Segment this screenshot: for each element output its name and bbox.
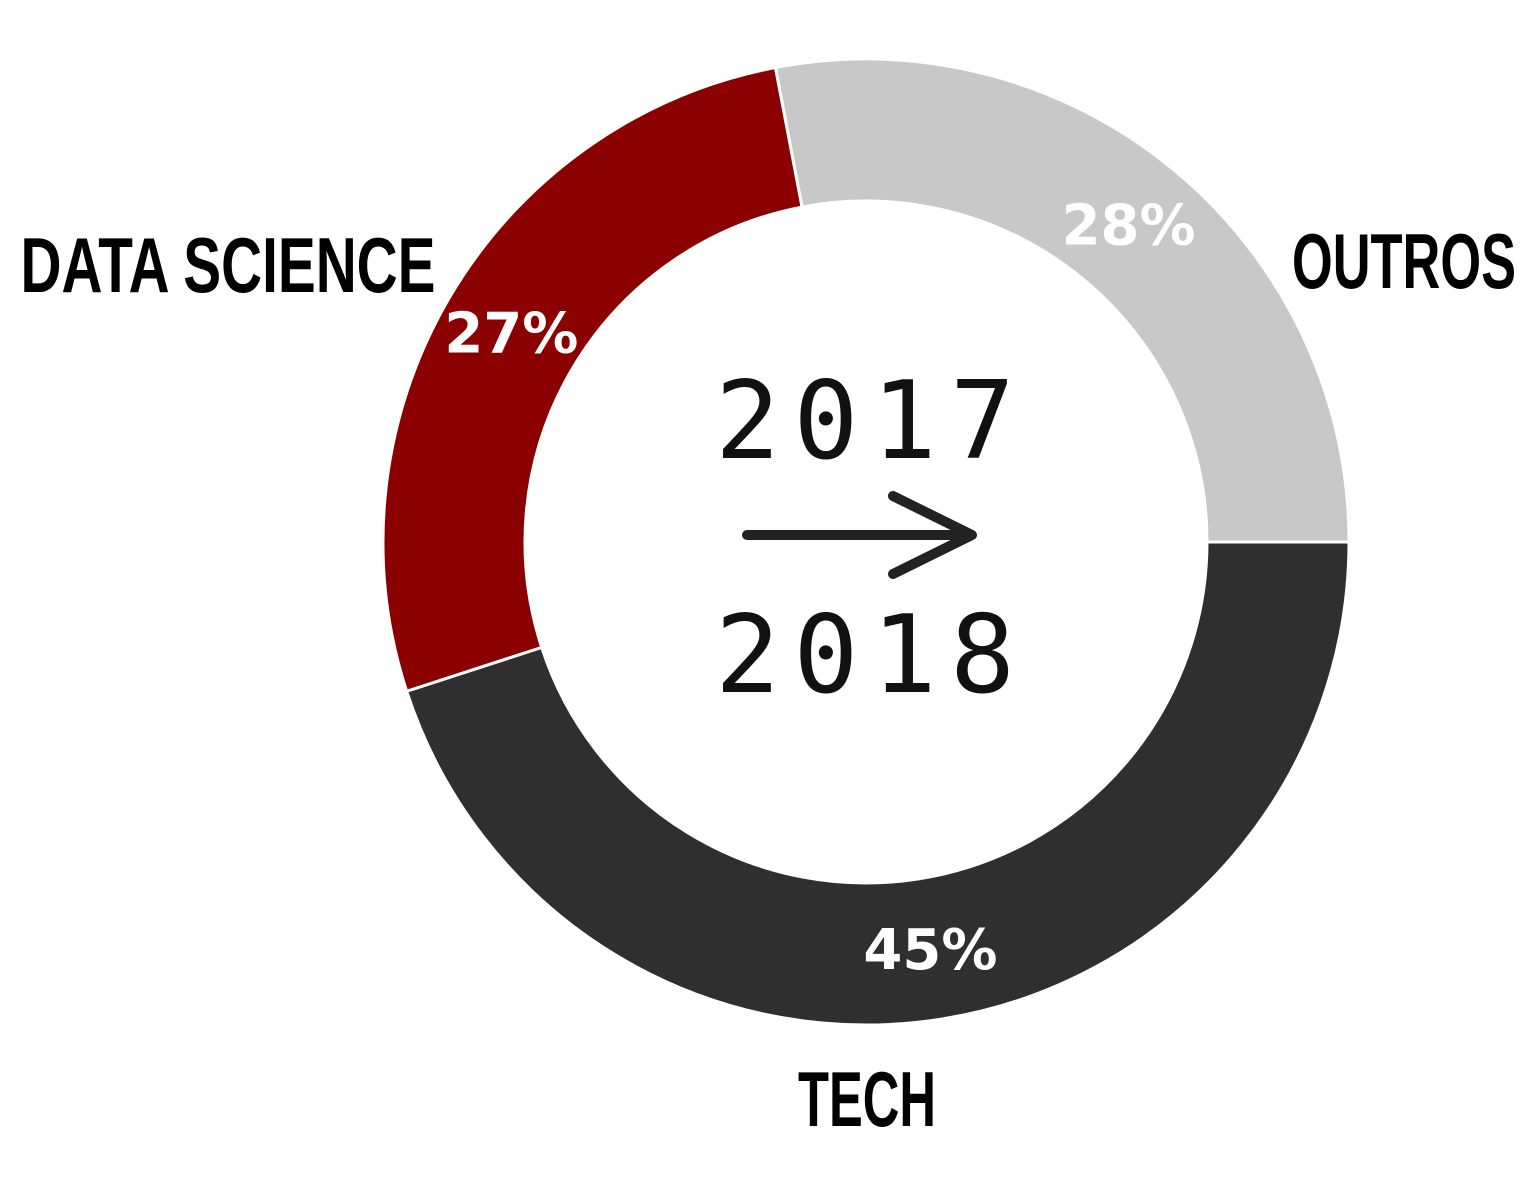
slice-tech [404, 540, 1351, 1027]
center-from-year: 2017 [715, 359, 1015, 484]
donut-slices [381, 57, 1351, 1027]
slice-data-science [381, 65, 804, 694]
value-label-data-science: 27% [444, 301, 578, 366]
slice-outros [773, 57, 1351, 544]
center-to-year: 2018 [715, 593, 1015, 718]
right-arrow-icon [742, 491, 977, 579]
category-label-tech: TECH [798, 1055, 936, 1143]
value-label-tech: 45% [863, 918, 997, 983]
category-label-outros: OUTROS [1292, 217, 1516, 305]
category-label-data-science: DATA SCIENCE [21, 221, 436, 309]
value-label-outros: 28% [1062, 194, 1196, 259]
value-labels: 45% 27% 28% [444, 194, 1195, 983]
